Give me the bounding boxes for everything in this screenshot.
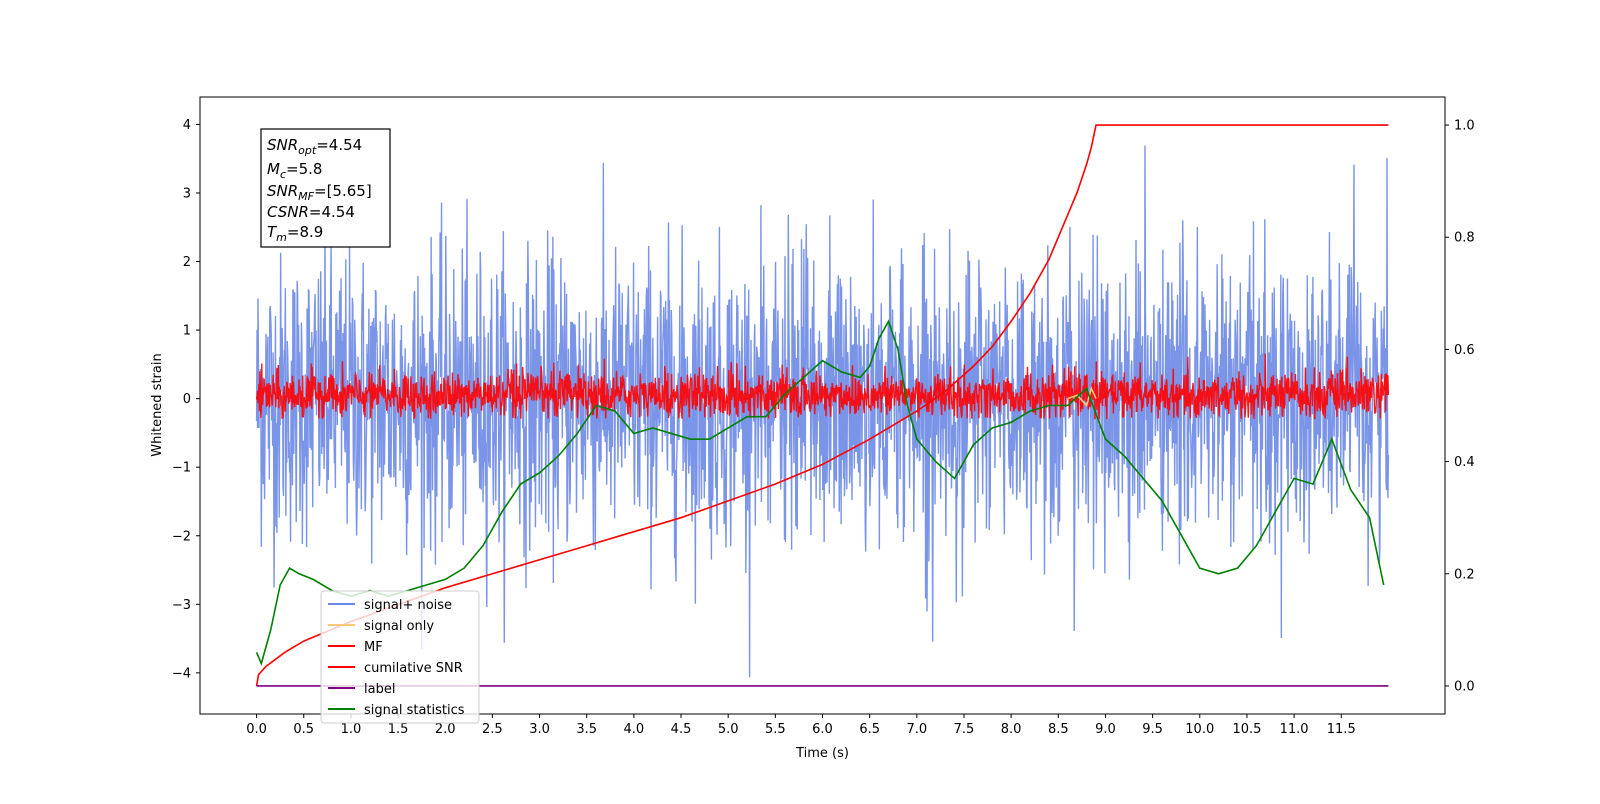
x-tick-label: 0.5 (293, 722, 314, 737)
x-tick-label: 3.0 (529, 722, 550, 737)
x-tick-label: 9.0 (1095, 722, 1116, 737)
legend-label: MF (364, 640, 383, 655)
y2-tick-label: 0.6 (1454, 343, 1475, 358)
x-tick-label: 2.0 (435, 722, 456, 737)
x-tick-label: 11.5 (1327, 722, 1356, 737)
x-tick-label: 1.5 (388, 722, 409, 737)
info-line-csnr: CSNR=4.54 (267, 203, 355, 221)
legend-frame (320, 590, 480, 724)
legend-label: label (364, 682, 395, 697)
x-tick-label: 4.0 (624, 722, 645, 737)
y-tick-label: −4 (172, 666, 191, 681)
legend: signal+ noise signal only MF cumilative SNR… (320, 590, 480, 724)
x-tick-label: 6.5 (859, 722, 880, 737)
y-tick-label: 1 (183, 324, 191, 339)
x-axis-label: Time (s) (795, 746, 849, 761)
x-tick-label: 10.0 (1185, 722, 1214, 737)
x-tick-label: 11.0 (1280, 722, 1309, 737)
x-tick-label: 5.5 (765, 722, 786, 737)
x-tick-label: 7.5 (954, 722, 975, 737)
y-tick-label: 3 (183, 186, 191, 201)
y-tick-label: 2 (183, 255, 191, 270)
y-tick-label: 0 (183, 392, 191, 407)
info-line-snr-mf: SNRMF=[5.65] (267, 182, 372, 203)
legend-label: cumilative SNR (364, 661, 463, 676)
info-box: SNRopt=4.54 Mc=5.8 SNRMF=[5.65] CSNR=4.5… (260, 128, 391, 248)
x-tick-label: 3.5 (576, 722, 597, 737)
y2-tick-label: 0.2 (1454, 567, 1475, 582)
info-line-snr-opt: SNRopt=4.54 (267, 136, 362, 157)
y2-tick-label: 1.0 (1454, 119, 1475, 134)
y-axis-label: Whitened strain (150, 353, 165, 456)
x-tick-label: 4.5 (671, 722, 692, 737)
y-tick-label: −3 (172, 598, 191, 613)
info-box-frame (260, 128, 391, 248)
x-tick-label: 1.0 (341, 722, 362, 737)
legend-label: signal+ noise (364, 598, 452, 613)
series-line-1 (1067, 386, 1097, 408)
info-line-mc: Mc=5.8 (267, 160, 322, 181)
x-tick-label: 9.5 (1142, 722, 1163, 737)
y-tick-label: 4 (183, 118, 191, 133)
x-tick-label: 7.0 (906, 722, 927, 737)
info-line-tm: Tm=8.9 (267, 223, 323, 244)
x-tick-label: 6.0 (812, 722, 833, 737)
x-tick-label: 8.5 (1048, 722, 1069, 737)
x-tick-label: 0.0 (246, 722, 267, 737)
x-tick-label: 5.0 (718, 722, 739, 737)
legend-label: signal only (364, 619, 434, 634)
legend-label: signal statistics (364, 703, 465, 718)
axes-layer: 0.0 0.5 1.0 1.5 2.0 2.5 3.0 3.5 4.0 4.5 5.0 5.5 6.0 6… (172, 118, 1475, 737)
x-tick-label: 2.5 (482, 722, 503, 737)
y2-tick-label: 0.8 (1454, 231, 1475, 246)
x-tick-label: 8.0 (1001, 722, 1022, 737)
y-tick-label: −1 (172, 461, 191, 476)
series-line-2 (255, 353, 1390, 420)
y-tick-label: −2 (172, 529, 191, 544)
x-tick-label: 10.5 (1232, 722, 1261, 737)
y2-tick-label: 0.4 (1454, 455, 1475, 470)
y2-tick-label: 0.0 (1454, 679, 1475, 694)
